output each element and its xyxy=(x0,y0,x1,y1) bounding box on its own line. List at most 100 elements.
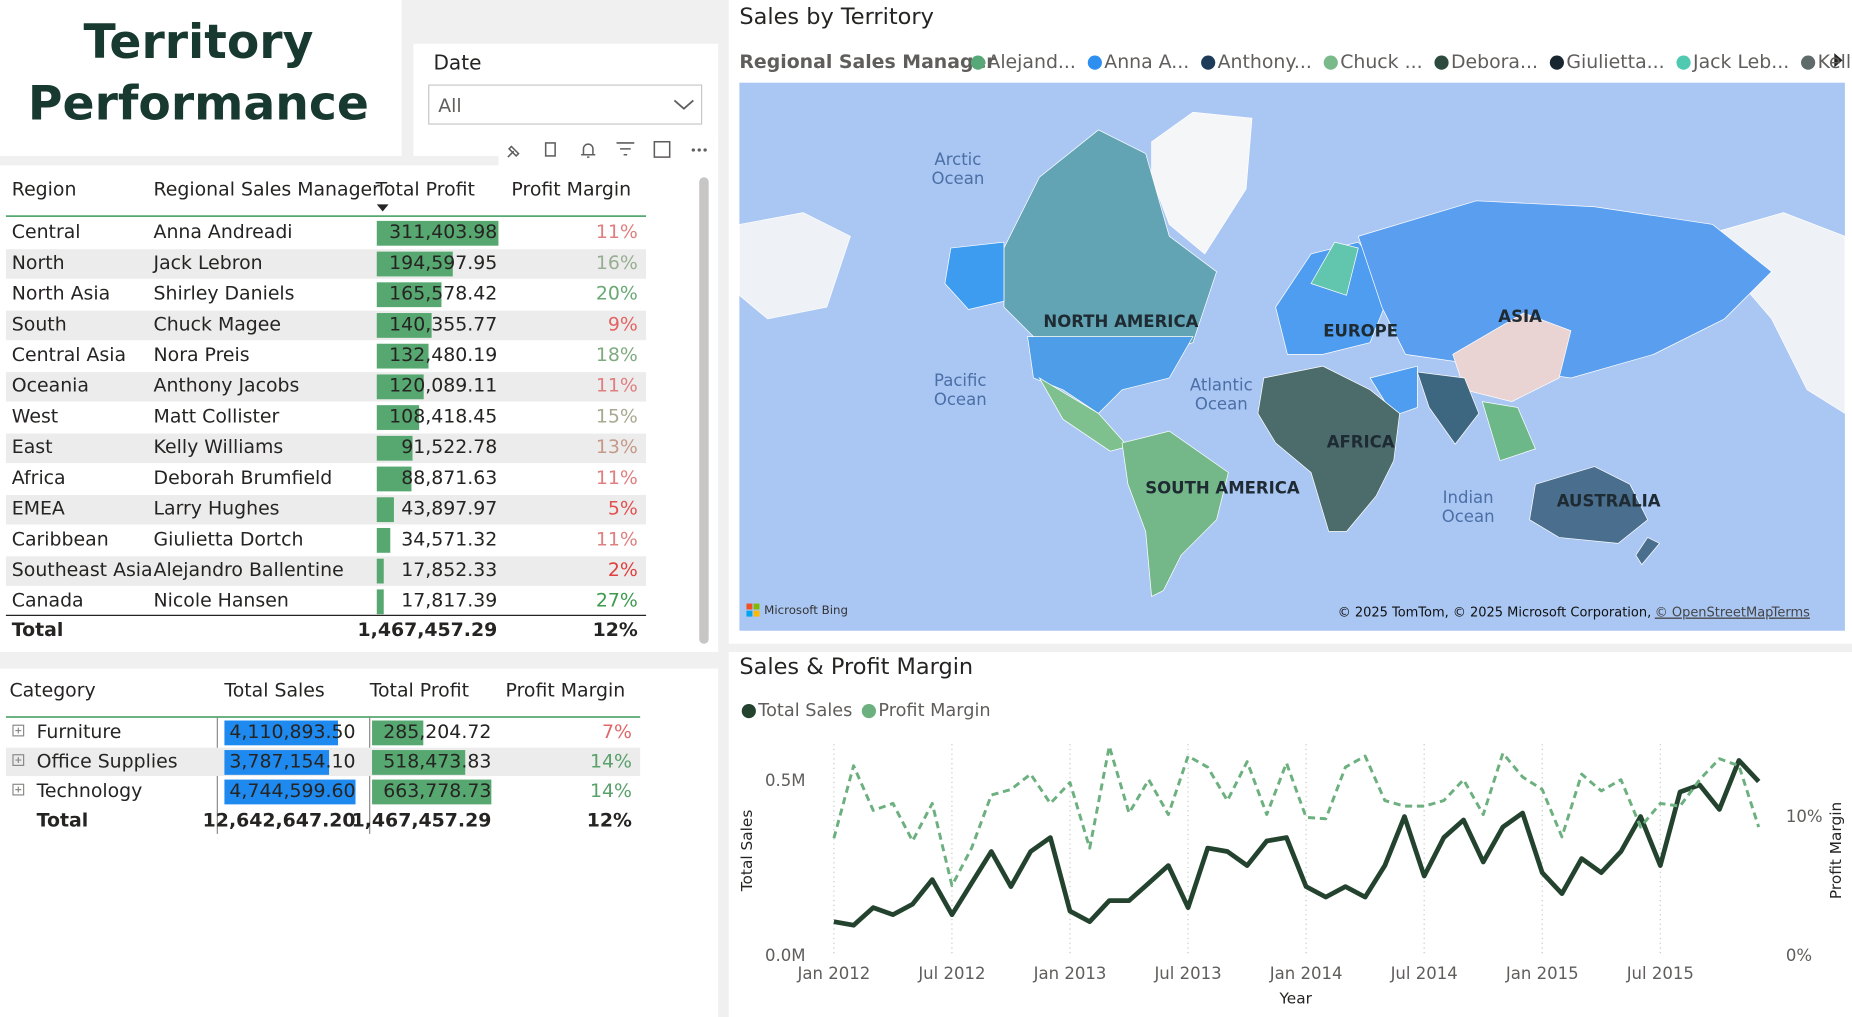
terms-link[interactable]: Terms xyxy=(1771,606,1810,621)
ocean-label: Ocean xyxy=(931,169,984,188)
ocean-label: Ocean xyxy=(1442,507,1495,526)
column-header: Total Sales xyxy=(223,679,324,701)
toolbar xyxy=(498,135,719,166)
ocean-label: Atlantic xyxy=(1190,376,1253,395)
filter-icon[interactable] xyxy=(616,142,635,156)
legend-label: Jack Leb... xyxy=(1692,51,1789,73)
row-band xyxy=(5,556,647,586)
margin-cell: 13% xyxy=(596,436,638,458)
manager-cell: Larry Hughes xyxy=(154,498,280,520)
region-cell: West xyxy=(12,405,58,427)
total-label: Total xyxy=(12,619,64,641)
alert-icon[interactable] xyxy=(581,143,596,158)
y2-tick-label: 10% xyxy=(1786,807,1823,826)
margin-cell: 14% xyxy=(590,780,632,802)
continent-label: AFRICA xyxy=(1327,432,1395,451)
ocean-label: Arctic xyxy=(934,150,981,169)
legend-marker xyxy=(970,55,986,70)
asia xyxy=(1357,200,1773,379)
data-bar xyxy=(376,251,453,277)
profit-cell: 120,089.11 xyxy=(389,375,497,397)
osm-link[interactable]: © OpenStreetMap xyxy=(1655,606,1774,621)
expand-icon[interactable] xyxy=(12,724,25,737)
legend-marker xyxy=(1549,55,1564,70)
copy-icon[interactable] xyxy=(544,142,556,157)
series-line xyxy=(833,758,1761,928)
region-cell: North xyxy=(12,252,65,274)
ocean-label: Ocean xyxy=(1195,395,1248,414)
margin-cell: 20% xyxy=(596,283,638,305)
profit-cell: 194,597.95 xyxy=(389,252,497,274)
dropdown[interactable] xyxy=(428,84,703,125)
y-tick-label: 0.5M xyxy=(765,771,806,790)
africa xyxy=(1257,365,1401,532)
y-tick-label: 0.0M xyxy=(765,946,806,965)
sales-cell: 4,110,893.50 xyxy=(229,721,355,743)
usa xyxy=(1027,336,1194,414)
total-label: Total xyxy=(37,809,89,831)
y-axis-title: Total Sales xyxy=(738,810,756,893)
margin-cell: 14% xyxy=(590,750,632,772)
region-cell: Southeast Asia xyxy=(12,559,153,581)
pin-icon[interactable] xyxy=(507,145,520,158)
ocean-label: Ocean xyxy=(934,390,987,409)
profit-cell: 88,871.63 xyxy=(401,467,497,489)
data-bar xyxy=(224,779,356,805)
category-table-panel xyxy=(0,668,719,1017)
series-line xyxy=(832,744,1761,888)
data-bar xyxy=(376,435,413,461)
x-tick-label: Jul 2014 xyxy=(1390,964,1458,983)
sales-cell: 3,787,154.10 xyxy=(229,750,355,772)
legend-marker xyxy=(1676,55,1691,70)
more-icon[interactable] xyxy=(691,148,707,152)
legend-next[interactable] xyxy=(1834,53,1843,68)
profit-cell: 43,897.97 xyxy=(401,498,497,520)
category-cell: Technology xyxy=(36,780,143,802)
page-title: Territory xyxy=(83,15,313,70)
region-cell: East xyxy=(12,436,53,458)
legend-marker xyxy=(1801,55,1816,70)
scrollbar[interactable] xyxy=(699,177,709,644)
legend-label: Anna A... xyxy=(1104,51,1189,73)
legend-marker xyxy=(1087,55,1102,70)
chart-title: Sales & Profit Margin xyxy=(739,654,973,680)
data-bar xyxy=(376,558,384,584)
margin-cell: 11% xyxy=(596,375,638,397)
south-america xyxy=(1121,430,1229,598)
data-bar xyxy=(372,720,424,746)
focus-icon[interactable] xyxy=(653,140,671,158)
sort-indicator xyxy=(376,204,389,212)
expand-icon[interactable] xyxy=(12,754,25,766)
column-header: Total Profit xyxy=(375,179,475,201)
margin-cell: 7% xyxy=(602,721,632,743)
row-band xyxy=(5,249,647,279)
map-ocean xyxy=(739,82,1845,631)
new-zealand xyxy=(1635,536,1661,566)
legend-label: Total Sales xyxy=(757,701,852,721)
column-header: Profit Margin xyxy=(506,679,626,701)
data-bar xyxy=(224,750,330,775)
scandinavia xyxy=(1310,241,1359,296)
profit-cell: 17,852.33 xyxy=(401,559,497,581)
region-cell: EMEA xyxy=(12,498,65,520)
europe xyxy=(1275,241,1395,355)
y2-axis-title: Profit Margin xyxy=(1827,802,1845,899)
continent-label: ASIA xyxy=(1498,307,1542,326)
alaska xyxy=(944,241,1005,310)
x-tick-label: Jan 2012 xyxy=(796,964,870,983)
x-tick-label: Jan 2014 xyxy=(1269,964,1343,983)
margin-cell: 27% xyxy=(596,590,638,612)
expand-icon[interactable] xyxy=(12,783,25,796)
legend-marker xyxy=(741,703,756,719)
data-bar xyxy=(224,720,339,746)
region-cell: Canada xyxy=(12,590,84,612)
continent-label: EUROPE xyxy=(1323,321,1398,340)
central-america xyxy=(1038,376,1129,452)
canada xyxy=(1003,129,1217,355)
bing-logo xyxy=(746,603,760,617)
toolbar-bg xyxy=(498,135,719,166)
title-panel xyxy=(0,0,402,156)
margin-cell: 9% xyxy=(608,313,638,335)
legend-marker xyxy=(1434,55,1449,70)
